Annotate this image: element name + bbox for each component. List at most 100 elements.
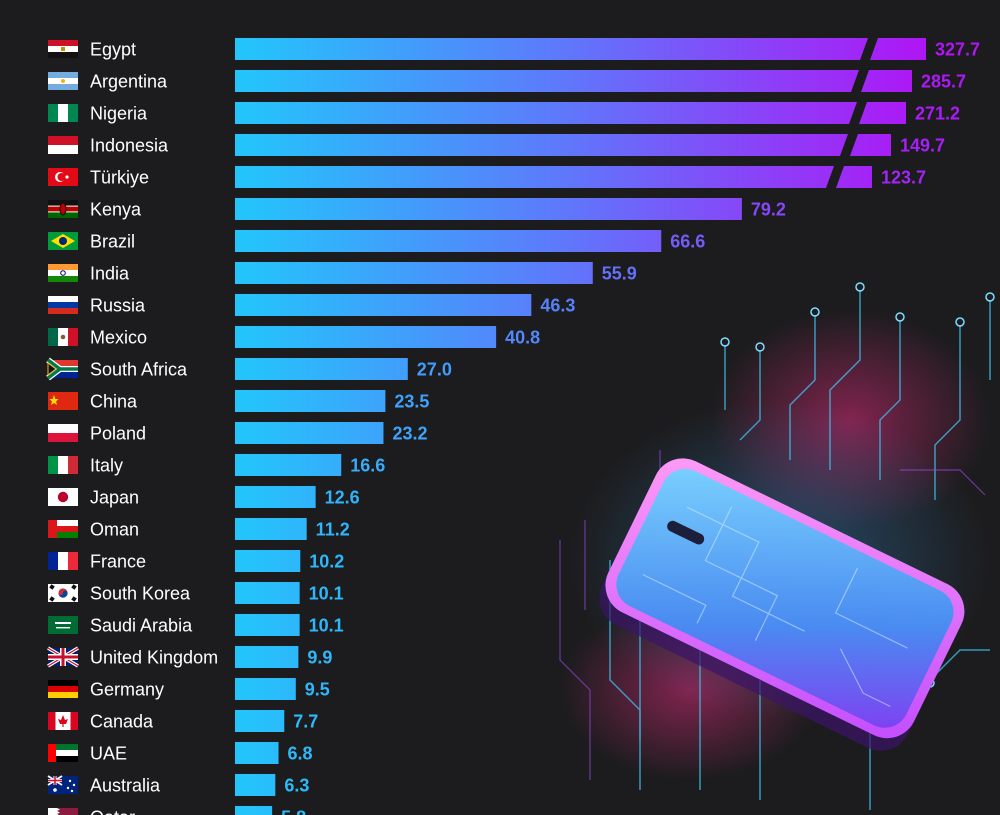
value-label-nigeria: 271.2 (915, 104, 960, 124)
flag-icon-japan (48, 488, 78, 506)
bar-saudi-arabia (235, 614, 300, 636)
flag-icon-poland (48, 424, 78, 442)
category-label-egypt: Egypt (90, 40, 136, 60)
bar-qatar (235, 806, 273, 815)
flag-icon-nigeria (48, 104, 78, 122)
category-label-south-africa: South Africa (90, 360, 188, 380)
flag-icon-saudi-arabia (48, 616, 78, 634)
bar-argentina (235, 70, 859, 92)
category-label-united-kingdom: United Kingdom (90, 648, 218, 668)
category-label-nigeria: Nigeria (90, 104, 148, 124)
value-label-germany: 9.5 (305, 680, 330, 700)
bar-segment-indonesia (850, 134, 891, 156)
category-label-canada: Canada (90, 712, 154, 732)
flag-icon-australia (47, 775, 78, 794)
value-label-poland: 23.2 (392, 424, 427, 444)
bar-segment-turkiye (836, 166, 872, 188)
flag-icon-kenya (48, 200, 78, 218)
category-label-france: France (90, 552, 146, 572)
bar-japan (235, 486, 316, 508)
value-label-egypt: 327.7 (935, 40, 980, 60)
value-label-indonesia: 149.7 (900, 136, 945, 156)
value-label-brazil: 66.6 (670, 232, 705, 252)
bar-france (235, 550, 301, 572)
bar-russia (235, 294, 532, 316)
bar-china (235, 390, 386, 412)
category-label-argentina: Argentina (90, 72, 168, 92)
bar-south-africa (235, 358, 408, 380)
bar-indonesia (235, 134, 848, 156)
category-label-qatar: Qatar (90, 808, 135, 815)
value-label-argentina: 285.7 (921, 72, 966, 92)
category-label-oman: Oman (90, 520, 139, 540)
flag-icon-south-korea (48, 584, 78, 602)
bar-canada (235, 710, 285, 732)
category-label-poland: Poland (90, 424, 146, 444)
flag-icon-china (48, 392, 78, 410)
value-label-oman: 11.2 (316, 520, 350, 540)
value-label-south-africa: 27.0 (417, 360, 452, 380)
value-label-france: 10.2 (309, 552, 344, 572)
value-label-kenya: 79.2 (751, 200, 786, 220)
flag-icon-canada (48, 712, 78, 730)
category-label-japan: Japan (90, 488, 139, 508)
flag-icon-united-kingdom (47, 646, 79, 668)
category-label-germany: Germany (90, 680, 164, 700)
bar-italy (235, 454, 342, 476)
value-label-italy: 16.6 (350, 456, 385, 476)
bar-mexico (235, 326, 497, 348)
category-label-uae: UAE (90, 744, 127, 764)
category-label-indonesia: Indonesia (90, 136, 169, 156)
category-label-australia: Australia (90, 776, 161, 796)
flag-icon-italy (48, 456, 78, 474)
flag-icon-turkiye (48, 168, 78, 186)
value-label-south-korea: 10.1 (309, 584, 344, 604)
value-label-united-kingdom: 9.9 (307, 648, 332, 668)
value-label-uae: 6.8 (288, 744, 313, 764)
bar-india (235, 262, 593, 284)
bar-segment-argentina (861, 70, 912, 92)
flag-icon-mexico (48, 328, 78, 346)
bar-united-kingdom (235, 646, 299, 668)
bar-germany (235, 678, 296, 700)
category-label-china: China (90, 392, 138, 412)
value-label-canada: 7.7 (293, 712, 318, 732)
bar-kenya (235, 198, 742, 220)
value-label-india: 55.9 (602, 264, 637, 284)
flag-icon-france (48, 552, 78, 570)
bar-nigeria (235, 102, 857, 124)
flag-icon-argentina (48, 72, 78, 90)
bar-poland (235, 422, 384, 444)
bar-brazil (235, 230, 662, 252)
value-label-mexico: 40.8 (505, 328, 540, 348)
bar-oman (235, 518, 307, 540)
flag-icon-south-africa (46, 357, 78, 381)
bar-uae (235, 742, 279, 764)
smartphone-circuit-illustration (559, 282, 995, 810)
flag-icon-egypt (48, 40, 78, 58)
bar-segment-nigeria (859, 102, 906, 124)
category-label-russia: Russia (90, 296, 146, 316)
category-label-india: India (90, 264, 130, 284)
category-label-brazil: Brazil (90, 232, 135, 252)
bar-south-korea (235, 582, 300, 604)
flag-icon-india (48, 264, 78, 282)
category-label-italy: Italy (90, 456, 123, 476)
value-label-qatar: 5.8 (281, 808, 306, 815)
value-label-russia: 46.3 (540, 296, 575, 316)
category-label-turkiye: Türkiye (90, 168, 149, 188)
value-label-turkiye: 123.7 (881, 168, 926, 188)
flag-icon-oman (48, 520, 78, 538)
category-label-saudi-arabia: Saudi Arabia (90, 616, 193, 636)
bar-egypt (235, 38, 868, 60)
flag-icon-indonesia (48, 136, 78, 154)
flag-icon-uae (48, 744, 78, 762)
category-label-south-korea: South Korea (90, 584, 191, 604)
value-label-saudi-arabia: 10.1 (309, 616, 344, 636)
value-label-australia: 6.3 (284, 776, 309, 796)
flag-icon-brazil (48, 232, 78, 250)
bar-turkiye (235, 166, 834, 188)
category-label-kenya: Kenya (90, 200, 142, 220)
flag-icon-germany (48, 680, 78, 698)
